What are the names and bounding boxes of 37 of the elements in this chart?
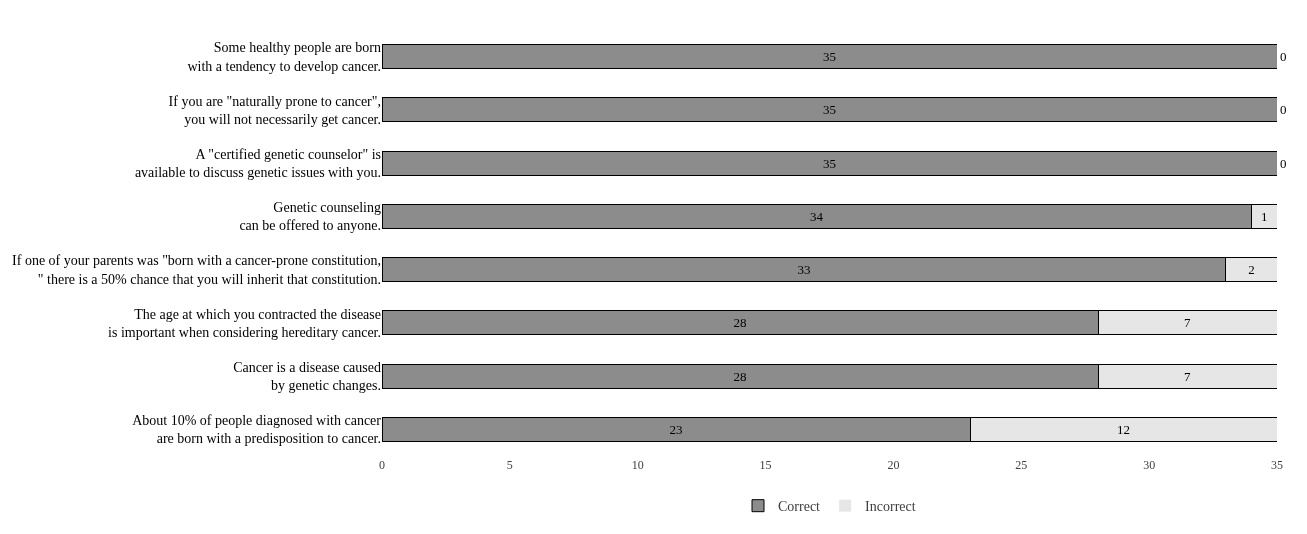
bar	[382, 150, 1277, 176]
data-label: 0	[1280, 49, 1287, 65]
y-tick-label: Cancer is a disease caused by genetic changes.	[233, 359, 381, 394]
y-tick-label: Genetic counseling can be offered to anyone.	[239, 200, 381, 234]
y-tick-label: Some healthy people are born with a tendency to develop cancer.	[187, 40, 381, 74]
x-tick-label: 5	[506, 458, 513, 472]
bar	[382, 97, 1277, 123]
y-tick-label: A "certified genetic counselor" is available to discuss genetic issues with you.	[134, 146, 381, 181]
x-tick-label: 0	[379, 458, 385, 472]
x-tick-label: 25	[1015, 458, 1028, 472]
x-tick-label: 35	[1271, 458, 1283, 472]
data-label: 0	[1280, 155, 1287, 171]
data-label: 2	[1248, 262, 1255, 278]
legend-label: Correct	[778, 499, 821, 515]
legend-label: Incorrect	[865, 499, 916, 515]
y-tick-label: The age at which you contracted the disease is important when considering hereditary cancer.	[108, 306, 381, 340]
data-label: 12	[1117, 421, 1131, 437]
data-label: 35	[823, 102, 836, 118]
y-tick-label: If you are "naturally prone to cancer", you will not necessarily get cancer.	[168, 93, 381, 127]
data-label: 7	[1184, 315, 1191, 331]
data-label: 35	[823, 49, 836, 65]
x-tick-label: 15	[759, 458, 772, 472]
data-label: 28	[733, 368, 747, 384]
y-tick-label: About 10% of people diagnosed with cancer are born with a predisposition to cancer.	[132, 413, 382, 447]
data-label: 28	[733, 315, 747, 331]
data-label: 23	[669, 421, 683, 437]
x-tick-label: 20	[887, 458, 900, 472]
y-tick-label: If one of your parents was "born with a cancer-prone constitution, " there is a 50% chance that you will inherit that constitution.	[12, 253, 381, 287]
data-label: 7	[1184, 368, 1191, 384]
x-tick-label: 10	[631, 458, 644, 472]
data-label: 34	[809, 208, 824, 224]
x-tick-label: 30	[1143, 458, 1156, 472]
bar	[382, 44, 1277, 70]
data-label: 35	[823, 155, 836, 171]
data-label: 0	[1280, 102, 1287, 118]
data-label: 33	[797, 262, 811, 278]
data-label: 1	[1260, 208, 1268, 224]
